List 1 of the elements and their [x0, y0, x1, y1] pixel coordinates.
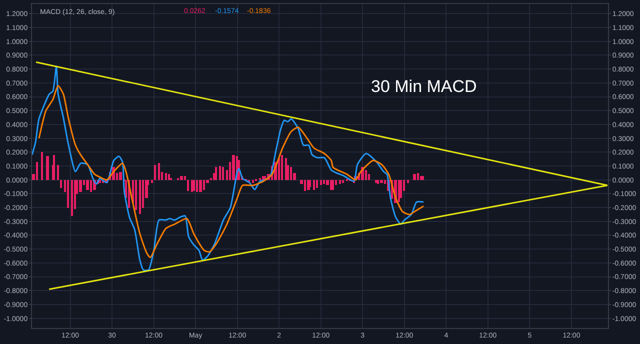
annotation: 30 Min MACD: [371, 77, 477, 96]
